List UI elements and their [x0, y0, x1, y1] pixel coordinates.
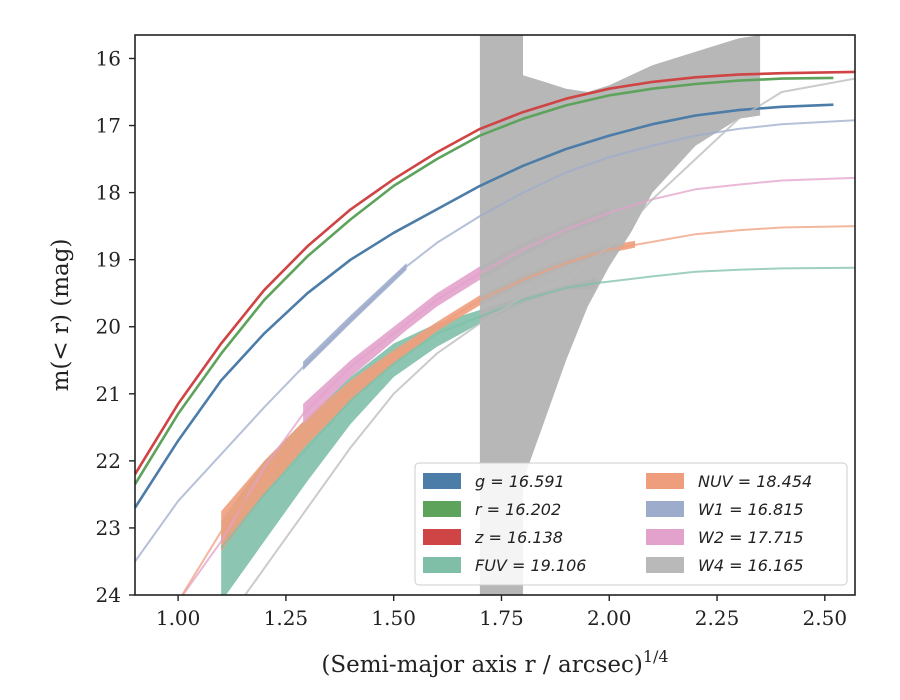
y-tick-label: 21 — [96, 382, 121, 406]
series-line-w4 — [243, 77, 855, 595]
series-line-fuv — [220, 266, 855, 549]
x-axis-label-exponent: 1/4 — [643, 647, 669, 666]
legend-label-fuv: FUV = 19.106 — [475, 556, 586, 575]
y-tick-label: 20 — [96, 315, 121, 339]
series-line-r — [135, 76, 834, 485]
legend-label-z: z = 16.138 — [474, 528, 563, 547]
series-line-nuv — [181, 225, 855, 595]
y-tick-label: 24 — [96, 583, 121, 607]
x-axis-label-text: (Semi-major axis r / arcsec) — [321, 652, 642, 678]
y-axis-ticks: 16 17 18 19 20 21 22 23 24 — [96, 46, 135, 607]
legend-frame — [414, 462, 848, 586]
series-line-z — [135, 70, 855, 475]
legend-label-w1: W1 = 16.815 — [698, 500, 804, 519]
x-tick-label: 2.25 — [695, 606, 740, 630]
legend-swatch-w2 — [646, 529, 684, 545]
lines-layer — [135, 70, 855, 595]
legend-swatch-w1 — [646, 501, 684, 517]
legend-label-nuv: NUV = 18.454 — [698, 472, 812, 491]
x-tick-label: 2.50 — [803, 606, 848, 630]
x-tick-label: 1.00 — [156, 606, 201, 630]
legend-swatch-r — [423, 501, 461, 517]
legend-label-r: r = 16.202 — [475, 500, 561, 519]
series-line-g — [135, 103, 834, 509]
y-tick-label: 22 — [96, 449, 121, 473]
x-tick-label: 1.50 — [371, 606, 416, 630]
y-tick-label: 17 — [96, 114, 121, 138]
series-line-w1 — [135, 119, 855, 563]
legend-label-g: g = 16.591 — [475, 472, 565, 491]
legend-swatch-nuv — [646, 473, 684, 489]
y-axis-label: m(< r) (mag) — [48, 239, 74, 392]
x-axis-ticks: 1.00 1.25 1.50 1.75 2.00 2.25 2.50 — [156, 595, 847, 630]
y-tick-label: 23 — [96, 516, 121, 540]
x-tick-label: 1.25 — [264, 606, 309, 630]
legend-label-w4: W4 = 16.165 — [698, 556, 804, 575]
legend-label-w2: W2 = 17.715 — [698, 528, 804, 547]
legend-swatch-fuv — [423, 557, 461, 573]
y-tick-label: 18 — [96, 181, 121, 205]
y-tick-label: 16 — [96, 46, 121, 70]
x-axis-label: (Semi-major axis r / arcsec)1/4 — [321, 647, 668, 678]
band-w4 — [479, 35, 761, 595]
legend-swatch-g — [423, 473, 461, 489]
x-tick-label: 2.00 — [587, 606, 632, 630]
plot-area — [135, 35, 855, 595]
legend: g = 16.591 r = 16.202 z = 16.138 FUV = 19.1… — [414, 462, 848, 586]
y-tick-label: 19 — [96, 248, 121, 272]
legend-swatch-w4 — [646, 557, 684, 573]
plot-frame — [134, 34, 856, 596]
series-line-w2 — [181, 176, 855, 595]
legend-swatch-z — [423, 529, 461, 545]
x-tick-label: 1.75 — [479, 606, 524, 630]
